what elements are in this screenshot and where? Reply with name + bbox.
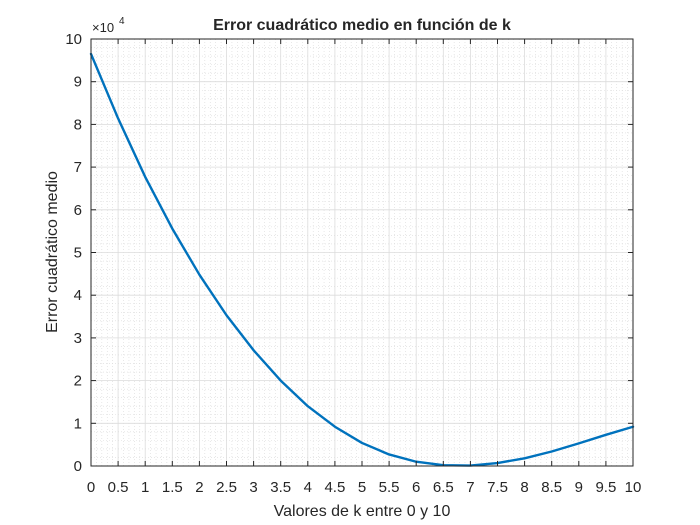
x-tick-label: 8 — [520, 479, 528, 496]
x-tick-label: 6 — [412, 479, 420, 496]
chart-title: Error cuadrático medio en función de k — [213, 17, 511, 34]
x-tick-label: 2 — [195, 479, 203, 496]
y-tick-label: 4 — [74, 287, 82, 304]
x-tick-label: 1 — [141, 479, 149, 496]
x-tick-label: 4.5 — [324, 479, 345, 496]
x-tick-label: 0.5 — [108, 479, 129, 496]
x-axis-label: Valores de k entre 0 y 10 — [274, 503, 451, 520]
x-tick-label: 3.5 — [270, 479, 291, 496]
y-tick-label: 10 — [65, 31, 82, 48]
axis-ticks — [90, 38, 634, 467]
x-tick-label: 5 — [358, 479, 366, 496]
x-tick-label: 7 — [466, 479, 474, 496]
y-tick-label: 0 — [74, 458, 82, 475]
y-tick-labels: 0 1 2 3 4 5 6 7 8 9 10 — [65, 31, 82, 475]
series-layer — [89, 52, 635, 467]
y-tick-label: 2 — [74, 373, 82, 390]
y-exponent-multiplier: ×10 — [92, 20, 114, 35]
y-exponent-power: 4 — [119, 16, 125, 27]
x-tick-label: 5.5 — [379, 479, 400, 496]
y-tick-label: 1 — [74, 415, 82, 432]
x-tick-label: 10 — [625, 479, 642, 496]
y-tick-label: 9 — [74, 74, 82, 91]
y-tick-label: 7 — [74, 159, 82, 176]
series-line — [89, 52, 635, 467]
y-tick-label: 6 — [74, 202, 82, 219]
y-tick-label: 5 — [74, 245, 82, 262]
x-tick-label: 3 — [249, 479, 257, 496]
x-tick-label: 4 — [304, 479, 312, 496]
y-tick-label: 8 — [74, 116, 82, 133]
major-grid — [90, 38, 634, 467]
x-tick-label: 9 — [575, 479, 583, 496]
x-tick-labels: 0 0.5 1 1.5 2 2.5 3 3.5 4 4.5 5 5.5 6 6.5 7 7.5 8 8.5 9 9.5… — [87, 479, 642, 496]
x-tick-label: 9.5 — [595, 479, 616, 496]
x-tick-label: 0 — [87, 479, 95, 496]
y-tick-label: 3 — [74, 330, 82, 347]
x-tick-label: 6.5 — [433, 479, 454, 496]
x-tick-label: 1.5 — [162, 479, 183, 496]
y-axis-label: Error cuadrático medio — [44, 171, 61, 333]
x-tick-label: 2.5 — [216, 479, 237, 496]
x-tick-label: 8.5 — [541, 479, 562, 496]
x-tick-label: 7.5 — [487, 479, 508, 496]
